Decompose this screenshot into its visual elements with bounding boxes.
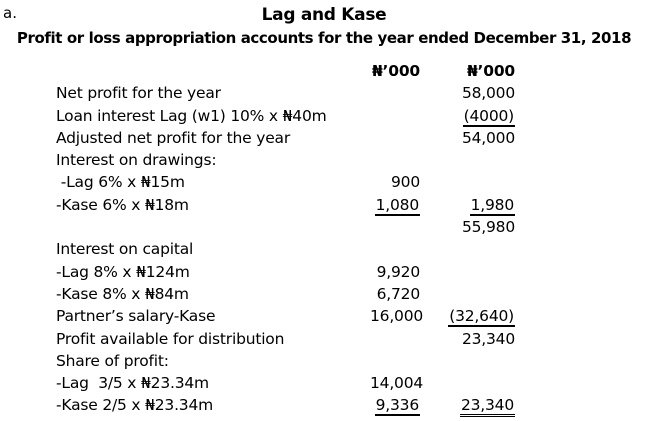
amount-col2-text: 1,980	[469, 195, 515, 216]
table-row: Partner’s salary-Kase 16,000 (32,640)	[56, 305, 648, 328]
amount-col2: (32,640)	[420, 305, 515, 328]
amount-col1: 6,720	[370, 283, 421, 305]
amount-col2: 23,340	[420, 328, 515, 350]
amount-col1-text: 1,080	[374, 195, 420, 216]
table-row: -Kase 2/5 x ₦23.34m 9,336 23,340	[56, 394, 648, 418]
row-label: -Lag 3/5 x ₦23.34m	[56, 372, 370, 394]
row-label: Partner’s salary-Kase	[56, 305, 370, 327]
table-row: Interest on drawings:	[56, 149, 648, 171]
row-label-text: -Kase 6% x ₦18m	[56, 195, 189, 214]
table-row: Share of profit:	[56, 350, 648, 372]
amount-col1: 16,000	[370, 305, 424, 327]
amount-col2: 58,000	[420, 82, 515, 104]
appropriation-table: ₦’000 ₦’000 Net profit for the year 58,00…	[0, 60, 648, 418]
amount-col1-text: 14,004	[370, 374, 424, 393]
row-label-text: -Kase 2/5 x ₦23.34m	[56, 396, 214, 415]
table-row: 55,980	[56, 216, 648, 238]
amount-col1: 14,004	[370, 372, 424, 394]
amount-col2: 23,340	[420, 394, 515, 418]
table-row: -Kase 6% x ₦18m 1,080 1,980	[56, 194, 648, 216]
amount-col1-text: 9,336	[374, 396, 420, 417]
list-marker: a.	[3, 4, 17, 22]
table-header-row: ₦’000 ₦’000	[56, 60, 648, 82]
row-label: Interest on drawings:	[56, 149, 370, 171]
amount-col2: 55,980	[420, 216, 515, 238]
table-row: -Lag 6% x ₦15m 900	[56, 171, 648, 193]
amount-col1: 9,920	[370, 261, 421, 283]
amount-col2-text: 23,340	[461, 329, 515, 348]
table-row: -Kase 8% x ₦84m 6,720	[56, 283, 648, 305]
row-label: Net profit for the year	[56, 82, 370, 104]
amount-col2-text: (32,640)	[448, 307, 515, 328]
row-label: -Kase 8% x ₦84m	[56, 283, 370, 305]
table-row: Net profit for the year 58,000	[56, 82, 648, 104]
amount-col1: 1,080	[370, 194, 420, 216]
row-label: Adjusted net profit for the year	[56, 127, 370, 149]
amount-col1-text: 6,720	[376, 284, 421, 303]
row-label-text: -Lag 6% x ₦15m	[56, 173, 185, 192]
col2-header: ₦’000	[466, 62, 515, 80]
row-label-text: -Kase 8% x ₦84m	[56, 284, 189, 303]
table-row: -Lag 8% x ₦124m 9,920	[56, 261, 648, 283]
table-row: Loan interest Lag (w1) 10% x ₦40m (4000)	[56, 105, 648, 127]
row-label: -Lag 6% x ₦15m	[56, 171, 370, 193]
row-label-text: Interest on capital	[56, 240, 194, 259]
amount-col2-text: 23,340	[459, 396, 515, 418]
title-block: Lag and Kase Profit or loss appropriatio…	[0, 0, 648, 47]
row-label-text: -Lag 3/5 x ₦23.34m	[56, 374, 209, 393]
row-label-text: Loan interest Lag (w1) 10% x ₦40m	[56, 106, 327, 125]
row-label: Share of profit:	[56, 350, 370, 372]
amount-col2-text: 58,000	[461, 84, 515, 103]
row-label: Interest on capital	[56, 238, 370, 260]
row-label: -Kase 6% x ₦18m	[56, 194, 370, 216]
amount-col2: 1,980	[420, 194, 515, 216]
amount-col1: 900	[370, 171, 420, 193]
amount-col1-text: 9,920	[376, 262, 421, 281]
table-row: Profit available for distribution 23,340	[56, 328, 648, 350]
row-label: -Lag 8% x ₦124m	[56, 261, 370, 283]
row-label-text: Net profit for the year	[56, 84, 221, 103]
amount-col1: 9,336	[370, 394, 420, 417]
amount-col2: 54,000	[420, 127, 515, 149]
row-label-text: Profit available for distribution	[56, 329, 285, 348]
row-label-text: Partner’s salary-Kase	[56, 307, 216, 326]
table-row: Interest on capital	[56, 238, 648, 260]
amount-col2: (4000)	[420, 105, 515, 127]
amount-col1-text: 900	[391, 173, 420, 192]
col1-header: ₦’000	[371, 62, 420, 80]
row-label-text: Adjusted net profit for the year	[56, 128, 291, 147]
row-label-text: Share of profit:	[56, 351, 169, 370]
company-title: Lag and Kase	[261, 5, 387, 25]
amount-col2-text: 55,980	[461, 218, 515, 237]
amount-col1-text: 16,000	[370, 307, 424, 326]
table-row: -Lag 3/5 x ₦23.34m 14,004	[56, 372, 648, 394]
row-label-text: -Lag 8% x ₦124m	[56, 262, 190, 281]
row-label-text: Interest on drawings:	[56, 151, 217, 170]
row-label: Profit available for distribution	[56, 328, 370, 350]
row-label: Loan interest Lag (w1) 10% x ₦40m	[56, 105, 370, 127]
amount-col2-text: 54,000	[461, 128, 515, 147]
statement-title: Profit or loss appropriation accounts fo…	[16, 29, 632, 47]
amount-col2-text: (4000)	[462, 106, 515, 127]
row-label: -Kase 2/5 x ₦23.34m	[56, 394, 370, 416]
table-row: Adjusted net profit for the year 54,000	[56, 127, 648, 149]
